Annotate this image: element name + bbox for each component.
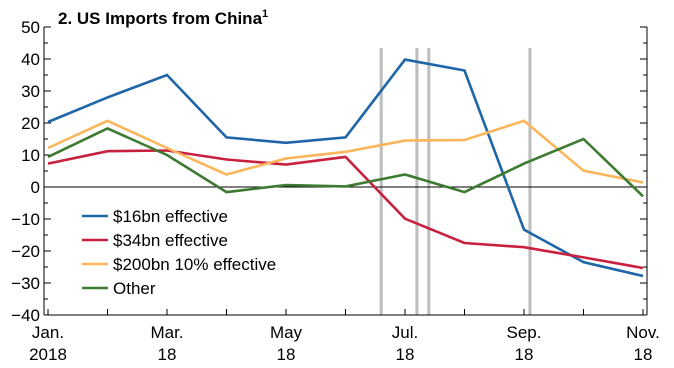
x-tick-label: 18 bbox=[158, 345, 177, 364]
y-tick-label: −20 bbox=[11, 242, 40, 261]
legend-label-3: $200bn 10% effective bbox=[113, 255, 276, 274]
x-tick-label: Jul. bbox=[392, 323, 418, 342]
y-tick-label: 10 bbox=[21, 146, 40, 165]
y-tick-label: 0 bbox=[31, 178, 40, 197]
x-tick-label: Sep. bbox=[507, 323, 542, 342]
y-tick-label: −40 bbox=[11, 306, 40, 325]
series-line-3 bbox=[47, 119, 644, 184]
legend-label-4: Other bbox=[113, 279, 156, 298]
y-tick-label: 50 bbox=[21, 18, 40, 37]
y-tick-label: 40 bbox=[21, 50, 40, 69]
chart-title-superscript: 1 bbox=[262, 8, 268, 20]
series-line-1 bbox=[47, 58, 644, 278]
x-tick-label: 18 bbox=[277, 345, 296, 364]
x-tick-label: 18 bbox=[634, 345, 653, 364]
x-tick-label: May bbox=[270, 323, 303, 342]
chart-title: 2. US Imports from China1 bbox=[58, 8, 268, 28]
chart-title-text: 2. US Imports from China1 bbox=[58, 8, 268, 28]
y-tick-label: 20 bbox=[21, 114, 40, 133]
y-tick-label: −30 bbox=[11, 274, 40, 293]
x-tick-label: 18 bbox=[515, 345, 534, 364]
x-tick-label: 18 bbox=[396, 345, 415, 364]
series-line-2 bbox=[47, 149, 644, 270]
legend-label-2: $34bn effective bbox=[113, 231, 228, 250]
x-tick-label: 2018 bbox=[29, 345, 67, 364]
x-tick-label: Nov. bbox=[626, 323, 660, 342]
x-tick-label: Jan. bbox=[32, 323, 64, 342]
series-line-4 bbox=[47, 126, 644, 198]
legend-label-1: $16bn effective bbox=[113, 207, 228, 226]
y-tick-label: 30 bbox=[21, 82, 40, 101]
x-tick-label: Mar. bbox=[150, 323, 183, 342]
y-tick-label: −10 bbox=[11, 210, 40, 229]
